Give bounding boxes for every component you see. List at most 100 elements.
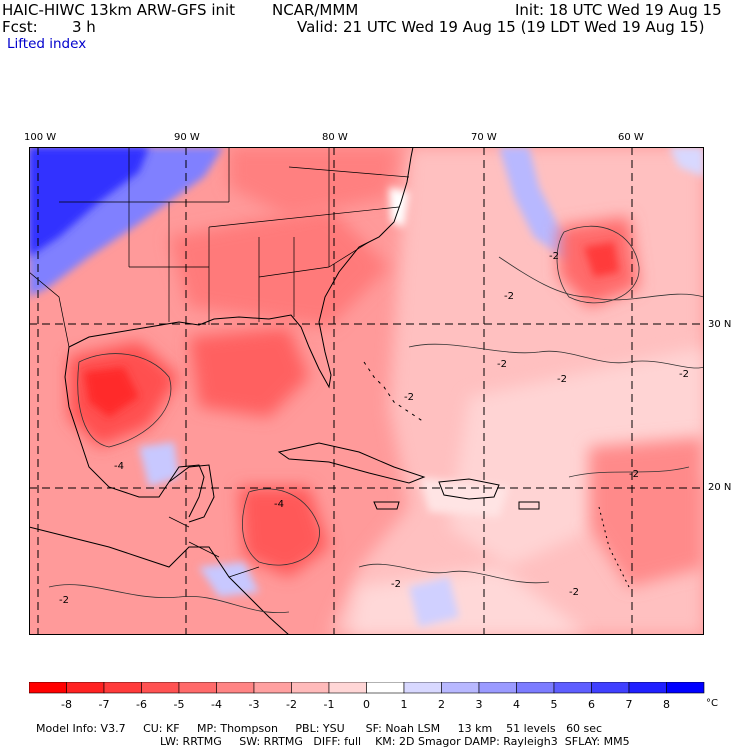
colorbar-label: 4 <box>513 698 520 711</box>
yucatan-outline <box>168 464 215 523</box>
red-core-atlantic-inner <box>584 242 619 277</box>
bahamas <box>363 361 425 423</box>
blue-spot-central-america <box>199 562 259 597</box>
model-title: HAIC-HIWC 13km ARW-GFS init <box>2 1 236 19</box>
colorbar-swatch <box>403 682 442 694</box>
contour-minus2-atlantic <box>408 343 704 369</box>
sf-scheme: SF: Noah LSM <box>365 722 441 735</box>
contour-minus2-caribbean <box>358 563 550 584</box>
lat-tick-20n: 20 N <box>708 482 732 493</box>
atlantic-pale-band-2 <box>349 567 589 635</box>
blue-patch-ne <box>669 147 704 177</box>
grid-spacing: 13 km <box>457 722 493 735</box>
field-name: Lifted index <box>7 36 87 52</box>
central-america-coastline <box>29 526 290 635</box>
contour-minus2-se <box>568 466 690 478</box>
damp-option: DAMP: Rayleigh3 <box>464 735 558 748</box>
mp-scheme: MP: Thompson <box>197 722 278 735</box>
colorbar-swatch <box>141 682 180 694</box>
cu-scheme: CU: KF <box>143 722 180 735</box>
lat-tick-30n: 30 N <box>708 319 732 330</box>
colorbar-swatch <box>366 682 405 694</box>
colorbar-swatch <box>66 682 105 694</box>
colorbar-label: -1 <box>324 698 335 711</box>
vertical-levels: 51 levels <box>506 722 556 735</box>
contour-minus2-atlantic-core <box>556 225 640 304</box>
colorbar-unit: °C <box>706 698 718 709</box>
colorbar-swatch <box>328 682 367 694</box>
lon-tick-60w: 60 W <box>618 132 644 143</box>
pbl-scheme: PBL: YSU <box>295 722 345 735</box>
colorbar-swatch <box>441 682 480 694</box>
red-area-se-atlantic <box>589 437 704 587</box>
colorbar-label: -5 <box>174 698 185 711</box>
state-borders <box>59 147 410 325</box>
contour-label: -2 <box>404 392 414 403</box>
colorbar-swatch <box>29 682 67 694</box>
colorbar-swatch <box>478 682 517 694</box>
colorbar-label: -6 <box>136 698 147 711</box>
hispaniola-outline <box>438 478 500 500</box>
lifted-index-map: -2 -2 -2 -2 -2 -2 -2 -2 -4 -2 -2 -4 <box>29 147 704 635</box>
contour-label: -2 <box>59 595 69 606</box>
colorbar: -8 -7 -6 -5 -4 -3 -2 -1 0 1 2 3 4 5 6 7 8 °C <box>29 682 718 711</box>
contour-minus4-caribbean <box>242 488 320 566</box>
contour-label: -2 <box>497 359 507 370</box>
contour-label: -2 <box>569 587 579 598</box>
contour-label: -2 <box>504 291 514 302</box>
footer-physics: LW: RRTMG SW: RRTMG DIFF: full KM: 2D Sm… <box>153 724 630 748</box>
colorbar-swatch <box>628 682 667 694</box>
model-version: Model Info: V3.7 <box>36 722 126 735</box>
colorbar-label: 3 <box>476 698 483 711</box>
contour-minus4-gulf <box>77 353 172 448</box>
lon-tick-70w: 70 W <box>471 132 497 143</box>
lon-tick-90w: 90 W <box>174 132 200 143</box>
colorbar-swatch <box>591 682 630 694</box>
colorbar-swatch <box>291 682 330 694</box>
colorbar-swatch <box>216 682 255 694</box>
contour-label: -4 <box>114 461 124 472</box>
red-core-gulf-west-inner <box>84 367 139 417</box>
sflay-option: SFLAY: MM5 <box>564 735 630 748</box>
sw-scheme: SW: RRTMG <box>239 735 303 748</box>
init-time: Init: 18 UTC Wed 19 Aug 15 <box>515 1 722 19</box>
colorbar-label: 7 <box>626 698 633 711</box>
pale-spot-bahamas <box>419 477 509 517</box>
lon-tick-80w: 80 W <box>322 132 348 143</box>
blue-spot-gulf <box>139 442 179 487</box>
org-label: NCAR/MMM <box>272 1 359 19</box>
colorbar-label: -8 <box>61 698 72 711</box>
mexico-border <box>29 271 70 348</box>
lw-scheme: LW: RRTMG <box>160 735 222 748</box>
colorbar-swatch <box>253 682 292 694</box>
forecast-hour: 3 h <box>72 18 96 36</box>
atlantic-pale-band <box>449 347 704 567</box>
jamaica-outline <box>373 501 400 510</box>
red-area-north <box>229 147 399 217</box>
colorbar-swatch <box>666 682 705 694</box>
colorbar-label: 1 <box>401 698 408 711</box>
colorbar-label: -4 <box>211 698 222 711</box>
time-step: 60 sec <box>566 722 603 735</box>
contour-label: -4 <box>274 499 284 510</box>
contour-label: -2 <box>629 469 639 480</box>
colorbar-swatch <box>178 682 217 694</box>
colorbar-label: 6 <box>588 698 595 711</box>
contour-label: -2 <box>557 374 567 385</box>
colorbar-label: 2 <box>438 698 445 711</box>
red-core-gulf-central <box>189 327 309 417</box>
mexico-coastline <box>64 346 205 518</box>
contour-label: -2 <box>679 369 689 380</box>
diff-option: DIFF: full <box>313 735 362 748</box>
contour-minus2-sw <box>48 584 290 614</box>
us-gulf-coastline <box>68 147 414 389</box>
colorbar-label: 8 <box>663 698 670 711</box>
colorbar-label: -2 <box>286 698 297 711</box>
colorbar-label: -3 <box>249 698 260 711</box>
contour-minus2-atlantic-north <box>498 256 704 301</box>
colorbar-swatch <box>553 682 592 694</box>
lesser-antilles <box>598 506 630 588</box>
contour-label: -2 <box>549 251 559 262</box>
km-option: KM: 2D Smagor <box>375 735 461 748</box>
contour-label: -2 <box>391 579 401 590</box>
